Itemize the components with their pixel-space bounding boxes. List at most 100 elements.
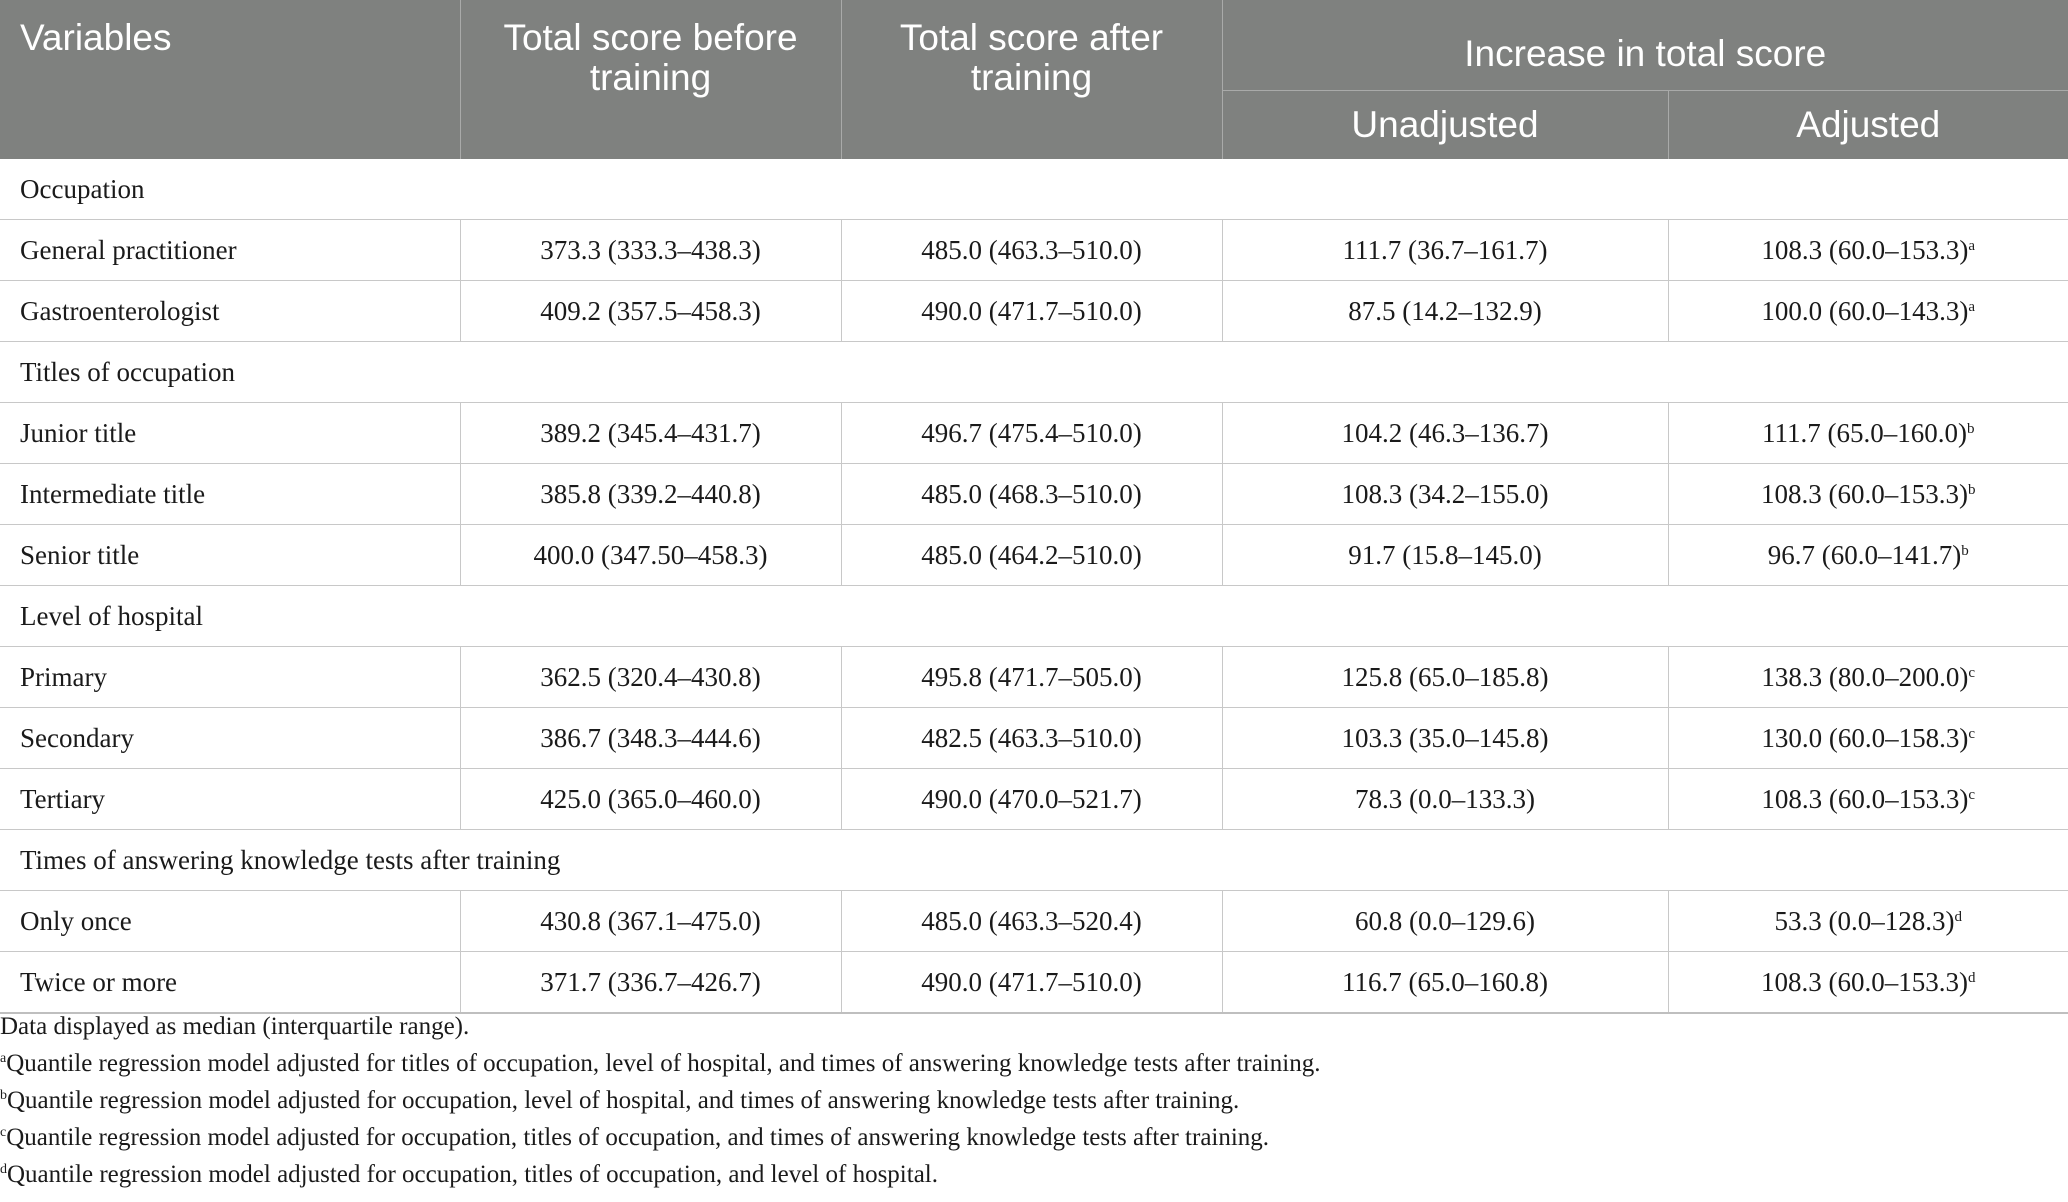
cell-score-after: 495.8 (471.7–505.0)	[841, 646, 1223, 708]
footnote: Data displayed as median (interquartile …	[0, 1008, 2060, 1045]
adjusted-value: 108.3 (60.0–153.3)	[1761, 783, 1969, 814]
cell-score-after: 490.0 (471.7–510.0)	[841, 951, 1223, 1013]
footnote-mark: d	[0, 1162, 7, 1177]
table-row: Intermediate title 385.8 (339.2–440.8) 485…	[0, 463, 2068, 525]
cell-score-after: 482.5 (463.3–510.0)	[841, 707, 1223, 769]
table-row: General practitioner 373.3 (333.3–438.3) 4…	[0, 219, 2068, 281]
cell-increase-unadjusted: 111.7 (36.7–161.7)	[1222, 219, 1669, 281]
footnote-text: Quantile regression model adjusted for o…	[7, 1087, 1240, 1114]
row-label: Intermediate title	[0, 463, 461, 525]
footnote-mark: b	[0, 1088, 7, 1103]
header-score-after: Total score after training	[841, 0, 1223, 159]
cell-increase-unadjusted: 103.3 (35.0–145.8)	[1222, 707, 1669, 769]
cell-increase-adjusted: 108.3 (60.0–153.3)a	[1668, 219, 2068, 281]
footnote-marker: a	[1968, 298, 1976, 315]
section-title: Occupation	[20, 173, 145, 204]
results-table: Variables Total score before training To…	[0, 0, 2068, 1014]
table-footnotes: Data displayed as median (interquartile …	[0, 1008, 2060, 1193]
table-row: Twice or more 371.7 (336.7–426.7) 490.0 (4…	[0, 951, 2068, 1013]
results-table-container: Variables Total score before training To…	[0, 0, 2068, 1014]
row-label: Junior title	[0, 402, 461, 464]
cell-increase-unadjusted: 60.8 (0.0–129.6)	[1222, 890, 1669, 952]
cell-increase-adjusted: 108.3 (60.0–153.3)c	[1668, 768, 2068, 830]
row-label: Senior title	[0, 524, 461, 586]
footnote-mark: c	[0, 1125, 7, 1140]
table-row: Primary 362.5 (320.4–430.8) 495.8 (471.7–5…	[0, 646, 2068, 708]
footnote-text: Quantile regression model adjusted for o…	[7, 1161, 938, 1188]
footnote-marker: d	[1967, 969, 1976, 986]
cell-score-after: 485.0 (468.3–510.0)	[841, 463, 1223, 525]
footnote-marker: c	[1968, 725, 1976, 742]
header-variables: Variables	[0, 0, 461, 159]
section-row: Level of hospital	[0, 585, 2068, 647]
footnote: aQuantile regression model adjusted for …	[0, 1045, 2060, 1082]
footnote-marker: d	[1954, 908, 1962, 925]
table-row: Secondary 386.7 (348.3–444.6) 482.5 (463.3…	[0, 707, 2068, 769]
header-adjusted: Adjusted	[1668, 90, 2068, 159]
adjusted-value: 108.3 (60.0–153.3)	[1761, 478, 1968, 509]
cell-increase-unadjusted: 108.3 (34.2–155.0)	[1222, 463, 1669, 525]
header-score-before: Total score before training	[460, 0, 842, 159]
table-body: Occupation General practitioner 373.3 (333…	[0, 159, 2068, 1013]
cell-increase-adjusted: 108.3 (60.0–153.3)b	[1668, 463, 2068, 525]
adjusted-value: 111.7 (65.0–160.0)	[1762, 417, 1967, 448]
cell-score-before: 371.7 (336.7–426.7)	[460, 951, 842, 1013]
cell-score-before: 386.7 (348.3–444.6)	[460, 707, 842, 769]
footnote-marker: b	[1961, 542, 1969, 559]
table-header: Variables Total score before training To…	[0, 0, 2068, 159]
cell-score-after: 490.0 (471.7–510.0)	[841, 280, 1223, 342]
footnote-text: Quantile regression model adjusted for t…	[6, 1050, 1321, 1077]
cell-score-after: 485.0 (463.3–510.0)	[841, 219, 1223, 281]
cell-score-before: 425.0 (365.0–460.0)	[460, 768, 842, 830]
section-row: Times of answering knowledge tests after…	[0, 829, 2068, 891]
footnote-marker: c	[1968, 664, 1976, 681]
cell-score-after: 496.7 (475.4–510.0)	[841, 402, 1223, 464]
table-row: Senior title 400.0 (347.50–458.3) 485.0 (4…	[0, 524, 2068, 586]
cell-increase-unadjusted: 116.7 (65.0–160.8)	[1222, 951, 1669, 1013]
cell-score-before: 409.2 (357.5–458.3)	[460, 280, 842, 342]
row-label: Gastroenterologist	[0, 280, 461, 342]
footnote-marker: b	[1967, 481, 1976, 498]
table-row: Tertiary 425.0 (365.0–460.0) 490.0 (470.0–…	[0, 768, 2068, 830]
cell-score-before: 430.8 (367.1–475.0)	[460, 890, 842, 952]
cell-increase-adjusted: 138.3 (80.0–200.0)c	[1668, 646, 2068, 708]
row-label: General practitioner	[0, 219, 461, 281]
footnote: bQuantile regression model adjusted for …	[0, 1082, 2060, 1119]
cell-increase-adjusted: 130.0 (60.0–158.3)c	[1668, 707, 2068, 769]
footnote: dQuantile regression model adjusted for …	[0, 1156, 2060, 1193]
cell-score-before: 389.2 (345.4–431.7)	[460, 402, 842, 464]
cell-score-after: 490.0 (470.0–521.7)	[841, 768, 1223, 830]
cell-increase-unadjusted: 87.5 (14.2–132.9)	[1222, 280, 1669, 342]
row-label: Primary	[0, 646, 461, 708]
section-row: Titles of occupation	[0, 341, 2068, 403]
cell-increase-unadjusted: 78.3 (0.0–133.3)	[1222, 768, 1669, 830]
cell-increase-adjusted: 108.3 (60.0–153.3)d	[1668, 951, 2068, 1013]
cell-increase-adjusted: 111.7 (65.0–160.0)b	[1668, 402, 2068, 464]
section-row: Occupation	[0, 159, 2068, 220]
section-title: Titles of occupation	[0, 341, 2068, 403]
footnote-mark: a	[0, 1051, 7, 1066]
adjusted-value: 53.3 (0.0–128.3)	[1774, 905, 1955, 936]
footnote-marker: a	[1968, 237, 1976, 254]
cell-increase-unadjusted: 91.7 (15.8–145.0)	[1222, 524, 1669, 586]
row-label: Secondary	[0, 707, 461, 769]
adjusted-value: 100.0 (60.0–143.3)	[1761, 295, 1969, 326]
header-unadjusted: Unadjusted	[1222, 90, 1669, 159]
section-title: Level of hospital	[0, 585, 2068, 647]
adjusted-value: 130.0 (60.0–158.3)	[1761, 722, 1969, 753]
cell-increase-adjusted: 100.0 (60.0–143.3)a	[1668, 280, 2068, 342]
cell-increase-adjusted: 53.3 (0.0–128.3)d	[1668, 890, 2068, 952]
cell-score-after: 485.0 (464.2–510.0)	[841, 524, 1223, 586]
footnote: cQuantile regression model adjusted for …	[0, 1119, 2060, 1156]
row-label: Twice or more	[0, 951, 461, 1013]
table-row: Only once 430.8 (367.1–475.0) 485.0 (463.3…	[0, 890, 2068, 952]
cell-increase-unadjusted: 104.2 (46.3–136.7)	[1222, 402, 1669, 464]
row-label: Tertiary	[0, 768, 461, 830]
section-title: Times of answering knowledge tests after…	[0, 829, 2068, 891]
cell-score-before: 362.5 (320.4–430.8)	[460, 646, 842, 708]
cell-score-before: 400.0 (347.50–458.3)	[460, 524, 842, 586]
footnote-marker: c	[1968, 786, 1976, 803]
cell-score-before: 373.3 (333.3–438.3)	[460, 219, 842, 281]
footnote-text: Quantile regression model adjusted for o…	[6, 1124, 1270, 1151]
table-row: Junior title 389.2 (345.4–431.7) 496.7 (47…	[0, 402, 2068, 464]
